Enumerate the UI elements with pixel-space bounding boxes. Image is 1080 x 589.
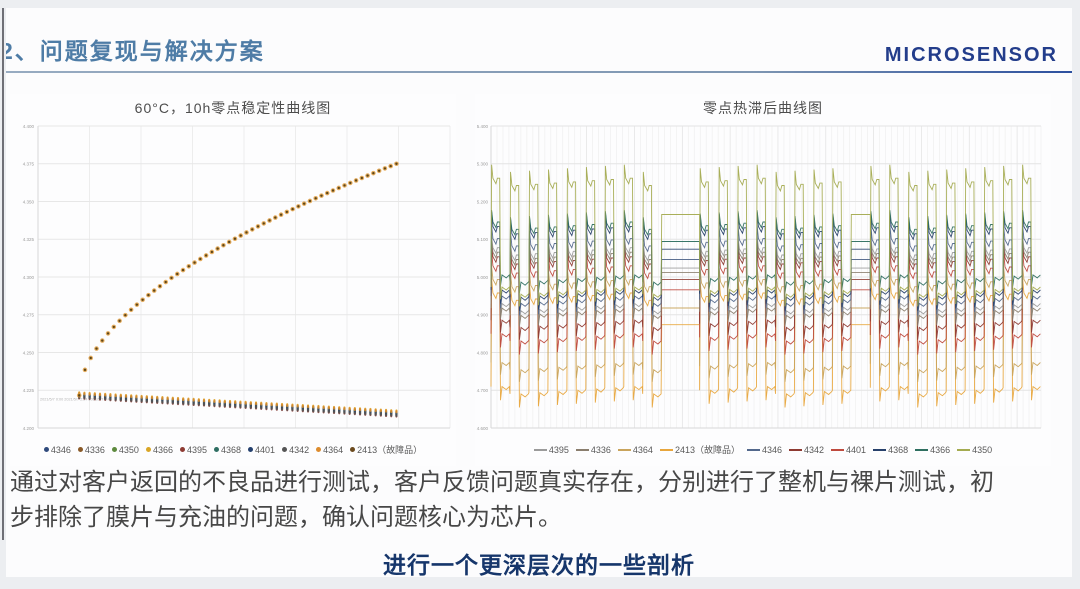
legend-label: 4342: [804, 444, 825, 455]
legend-marker-line: [659, 448, 673, 451]
svg-text:4.900: 4.900: [477, 313, 489, 318]
brand-logo: MICROSENSOR: [884, 44, 1058, 66]
legend-label: 4342: [289, 444, 310, 455]
stability-legend: 4346 4336 4350 4366 4395 4368 4401 4342 4364 2413…: [10, 443, 456, 456]
legend-item: 4364: [316, 445, 343, 455]
stability-chart-panel: 60°C，10h零点稳定性曲线图 4.400 4.375 4.350 4.325 4.3…: [10, 94, 456, 466]
svg-text:4.400: 4.400: [23, 124, 35, 129]
hysteresis-legend: 4395 4336 4364 2413（故障品） 4346 4342 4401 4368 436…: [475, 443, 1051, 456]
svg-text:4.225: 4.225: [23, 388, 35, 393]
legend-marker-line: [746, 448, 760, 451]
legend-marker-line: [831, 448, 845, 451]
legend-label: 4368: [888, 444, 909, 455]
legend-marker-dot: [214, 447, 219, 452]
legend-item: 4336: [77, 444, 105, 455]
svg-text:2021/5/7 0:00 2021/5/7 2:24: 2021/5/7 0:00 2021/5/7 2:24 2021/5/7 4:4…: [40, 397, 112, 401]
legend-item: 4350: [111, 444, 139, 455]
footer-note: 进行一个更深层次的一些剖析: [383, 552, 695, 577]
legend-item: 4366: [915, 445, 950, 455]
page-title: 2、问题复现与解决方案: [6, 38, 265, 64]
legend-marker-dot: [179, 447, 185, 452]
slide: 2、问题复现与解决方案 MICROSENSOR 60°C，10h零点稳定性曲线图…: [6, 8, 1072, 577]
legend-item: 4346: [43, 444, 71, 455]
legend-label: 4346: [761, 444, 782, 455]
legend-label: 4395: [548, 444, 569, 455]
legend-label: 4364: [323, 444, 344, 455]
legend-item: 4342: [789, 445, 824, 455]
legend-marker-dot: [77, 447, 83, 452]
svg-text:4.350: 4.350: [23, 199, 35, 204]
legend-item: 4395: [179, 444, 207, 455]
body-paragraph: 通过对客户返回的不良品进行测试，客户反馈问题真实存在，分别进行了整机与裸片测试，…: [10, 466, 1072, 536]
paragraph-line-1: 通过对客户返回的不良品进行测试，客户反馈问题真实存在，分别进行了整机与裸片测试，…: [10, 469, 994, 496]
svg-text:4.800: 4.800: [477, 350, 489, 355]
stability-chart-title: 60°C，10h零点稳定性曲线图: [134, 100, 332, 116]
paragraph-line-2: 步排除了膜片与充油的问题，确认问题核心为芯片。: [10, 503, 562, 531]
legend-label: 4336: [84, 444, 105, 455]
svg-text:5.200: 5.200: [477, 199, 489, 204]
svg-text:4.600: 4.600: [477, 426, 489, 431]
legend-item: 4336: [575, 444, 611, 455]
legend-item: 4366: [145, 444, 173, 455]
legend-item: 4368: [873, 445, 908, 455]
legend-marker-dot: [248, 447, 254, 452]
legend-item: 4401: [248, 445, 275, 455]
legend-item: 2413（故障品）: [350, 443, 422, 456]
svg-text:5.300: 5.300: [477, 162, 489, 167]
legend-marker-line: [789, 448, 802, 451]
legend-label: 4366: [152, 444, 173, 455]
legend-marker-line: [957, 448, 971, 451]
legend-item: 4368: [214, 445, 241, 455]
svg-text:4.200: 4.200: [23, 426, 35, 431]
legend-item: 4346: [746, 444, 782, 455]
legend-item: 4364: [617, 444, 653, 455]
legend-item: 4401: [831, 445, 866, 455]
legend-marker-dot: [316, 447, 322, 452]
legend-marker-dot: [43, 447, 49, 452]
legend-label: 4366: [930, 444, 951, 455]
legend-label: 4368: [221, 444, 242, 455]
legend-item: 2413（故障品）: [659, 443, 740, 456]
legend-marker-line: [575, 448, 589, 451]
legend-item: 4342: [282, 445, 309, 455]
legend-item: 4350: [957, 445, 992, 455]
legend-label: 4346: [50, 444, 71, 455]
legend-marker-dot: [350, 447, 356, 452]
legend-label: 2413（故障品）: [674, 445, 740, 455]
legend-label: 4401: [255, 444, 276, 455]
legend-label: 4336: [590, 444, 611, 455]
header-divider: [6, 71, 1072, 73]
legend-label: 4395: [186, 444, 207, 455]
svg-text:4.275: 4.275: [23, 313, 35, 318]
legend-marker-line: [533, 448, 547, 451]
svg-text:4.300: 4.300: [23, 275, 35, 280]
legend-marker-dot: [145, 447, 151, 452]
hysteresis-chart-title: 零点热滞后曲线图: [703, 100, 823, 116]
legend-marker-line: [617, 448, 631, 451]
stability-plot: 4.400 4.375 4.350 4.325 4.300 4.275 4.250 4.225…: [23, 124, 451, 431]
svg-text:4.325: 4.325: [23, 237, 35, 242]
legend-label: 4401: [846, 444, 867, 455]
svg-text:4.700: 4.700: [477, 388, 489, 393]
legend-item: 4395: [533, 444, 569, 455]
legend-label: 2413（故障品）: [357, 445, 423, 455]
hysteresis-chart-panel: 零点热滞后曲线图 5.400 5.300 5.200 5.100 5.000 4.900 4…: [475, 94, 1051, 466]
window-edge-line: [2, 8, 4, 540]
legend-marker-dot: [282, 447, 288, 452]
legend-marker-line: [915, 448, 929, 451]
svg-text:4.375: 4.375: [23, 162, 35, 167]
legend-marker-line: [873, 448, 887, 451]
legend-label: 4364: [632, 444, 653, 455]
svg-text:5.400: 5.400: [477, 124, 489, 129]
svg-text:5.000: 5.000: [477, 275, 489, 280]
legend-marker-dot: [111, 447, 117, 452]
svg-text:4.250: 4.250: [23, 350, 35, 355]
hysteresis-plot: 5.400 5.300 5.200 5.100 5.000 4.900 4.800 4.700…: [477, 124, 1042, 431]
legend-label: 4350: [118, 444, 139, 455]
legend-label: 4350: [972, 444, 993, 455]
svg-text:5.100: 5.100: [477, 237, 489, 242]
